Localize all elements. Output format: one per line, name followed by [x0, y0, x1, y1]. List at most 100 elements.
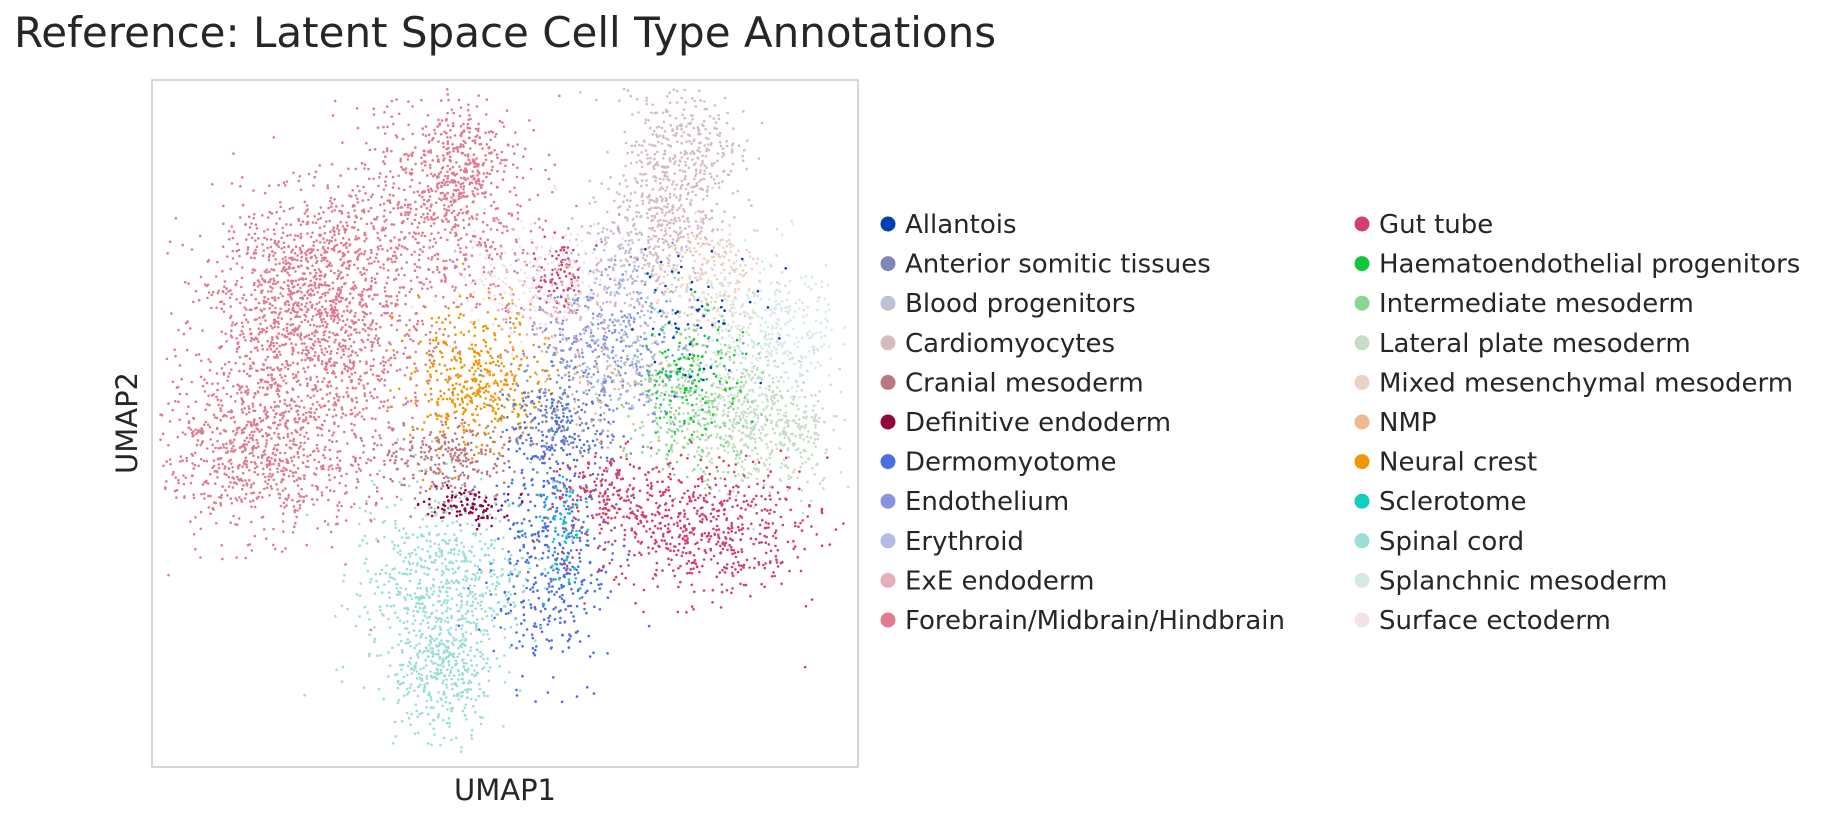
scatter-point	[258, 330, 262, 334]
scatter-point	[273, 325, 277, 329]
scatter-point	[458, 114, 462, 118]
scatter-point	[443, 174, 447, 178]
scatter-point	[404, 294, 408, 297]
scatter-point	[640, 165, 644, 169]
scatter-point	[588, 232, 592, 235]
scatter-point	[313, 215, 316, 218]
scatter-point	[187, 421, 191, 425]
scatter-point	[312, 503, 315, 506]
scatter-point	[253, 213, 256, 216]
scatter-point	[253, 409, 257, 413]
scatter-point	[810, 288, 813, 291]
scatter-point	[295, 515, 298, 519]
scatter-point	[183, 495, 186, 498]
scatter-point	[410, 178, 414, 182]
scatter-point	[296, 333, 299, 336]
scatter-point	[275, 483, 278, 486]
scatter-point	[289, 262, 292, 266]
scatter-point	[813, 345, 816, 349]
scatter-point	[306, 232, 309, 235]
scatter-point	[678, 252, 681, 255]
scatter-point	[800, 276, 803, 280]
scatter-point	[478, 136, 482, 140]
scatter-point	[223, 285, 226, 289]
scatter-point	[263, 236, 266, 240]
scatter-point	[784, 350, 787, 354]
scatter-point	[294, 245, 298, 248]
scatter-point	[446, 93, 450, 96]
scatter-point	[428, 379, 431, 382]
scatter-point	[404, 402, 408, 406]
scatter-point	[298, 175, 302, 178]
scatter-point	[313, 175, 317, 179]
scatter-point	[783, 306, 787, 309]
scatter-point	[273, 431, 276, 435]
scatter-point	[277, 389, 281, 393]
scatter-point	[513, 186, 516, 189]
scatter-point	[328, 360, 332, 363]
scatter-point	[667, 245, 671, 249]
scatter-point	[213, 416, 217, 419]
scatter-point	[268, 472, 272, 476]
scatter-point	[697, 209, 700, 213]
scatter-point	[354, 194, 358, 197]
scatter-point	[329, 489, 332, 492]
scatter-point	[289, 317, 293, 321]
scatter-point	[252, 395, 256, 399]
scatter-point	[311, 388, 314, 391]
scatter-point	[420, 287, 424, 290]
scatter-point	[297, 447, 301, 450]
scatter-point	[273, 547, 277, 551]
scatter-point	[253, 346, 257, 350]
scatter-point	[414, 200, 417, 204]
scatter-point	[368, 148, 372, 152]
scatter-point	[703, 169, 706, 173]
scatter-point	[296, 283, 300, 287]
scatter-point	[249, 486, 253, 489]
scatter-point	[683, 220, 686, 223]
scatter-point	[285, 404, 289, 408]
scatter-point	[430, 324, 434, 328]
scatter-point	[344, 484, 348, 488]
scatter-point	[644, 121, 647, 125]
scatter-point	[221, 245, 225, 248]
scatter-point	[248, 308, 252, 312]
scatter-point	[473, 139, 477, 142]
scatter-point	[764, 415, 767, 418]
scatter-point	[232, 416, 235, 419]
scatter-point	[471, 217, 475, 220]
scatter-point	[245, 465, 249, 469]
scatter-point	[246, 420, 250, 424]
scatter-point	[408, 210, 412, 214]
scatter-point	[325, 368, 329, 371]
scatter-point	[192, 496, 196, 500]
scatter-point	[311, 264, 314, 268]
scatter-point	[703, 344, 707, 347]
scatter-point	[334, 238, 337, 242]
scatter-point	[303, 435, 306, 439]
scatter-point	[535, 286, 538, 290]
scatter-point	[522, 248, 525, 252]
scatter-point	[273, 459, 277, 463]
scatter-point	[692, 295, 696, 299]
scatter-point	[765, 443, 768, 446]
scatter-point	[322, 211, 325, 214]
scatter-point	[292, 376, 296, 380]
scatter-point	[451, 285, 454, 288]
scatter-point	[419, 486, 423, 489]
scatter-point	[672, 222, 676, 225]
scatter-point	[385, 300, 388, 303]
scatter-point	[778, 408, 782, 412]
scatter-point	[305, 494, 308, 498]
scatter-point	[400, 221, 404, 225]
scatter-point	[289, 447, 293, 450]
scatter-point	[314, 221, 318, 225]
scatter-point	[323, 249, 327, 252]
scatter-point	[341, 276, 345, 279]
scatter-point	[416, 322, 419, 326]
scatter-point	[711, 286, 714, 289]
scatter-point	[384, 361, 387, 364]
scatter-point	[747, 326, 750, 330]
scatter-point	[365, 237, 368, 240]
scatter-point	[698, 150, 702, 153]
